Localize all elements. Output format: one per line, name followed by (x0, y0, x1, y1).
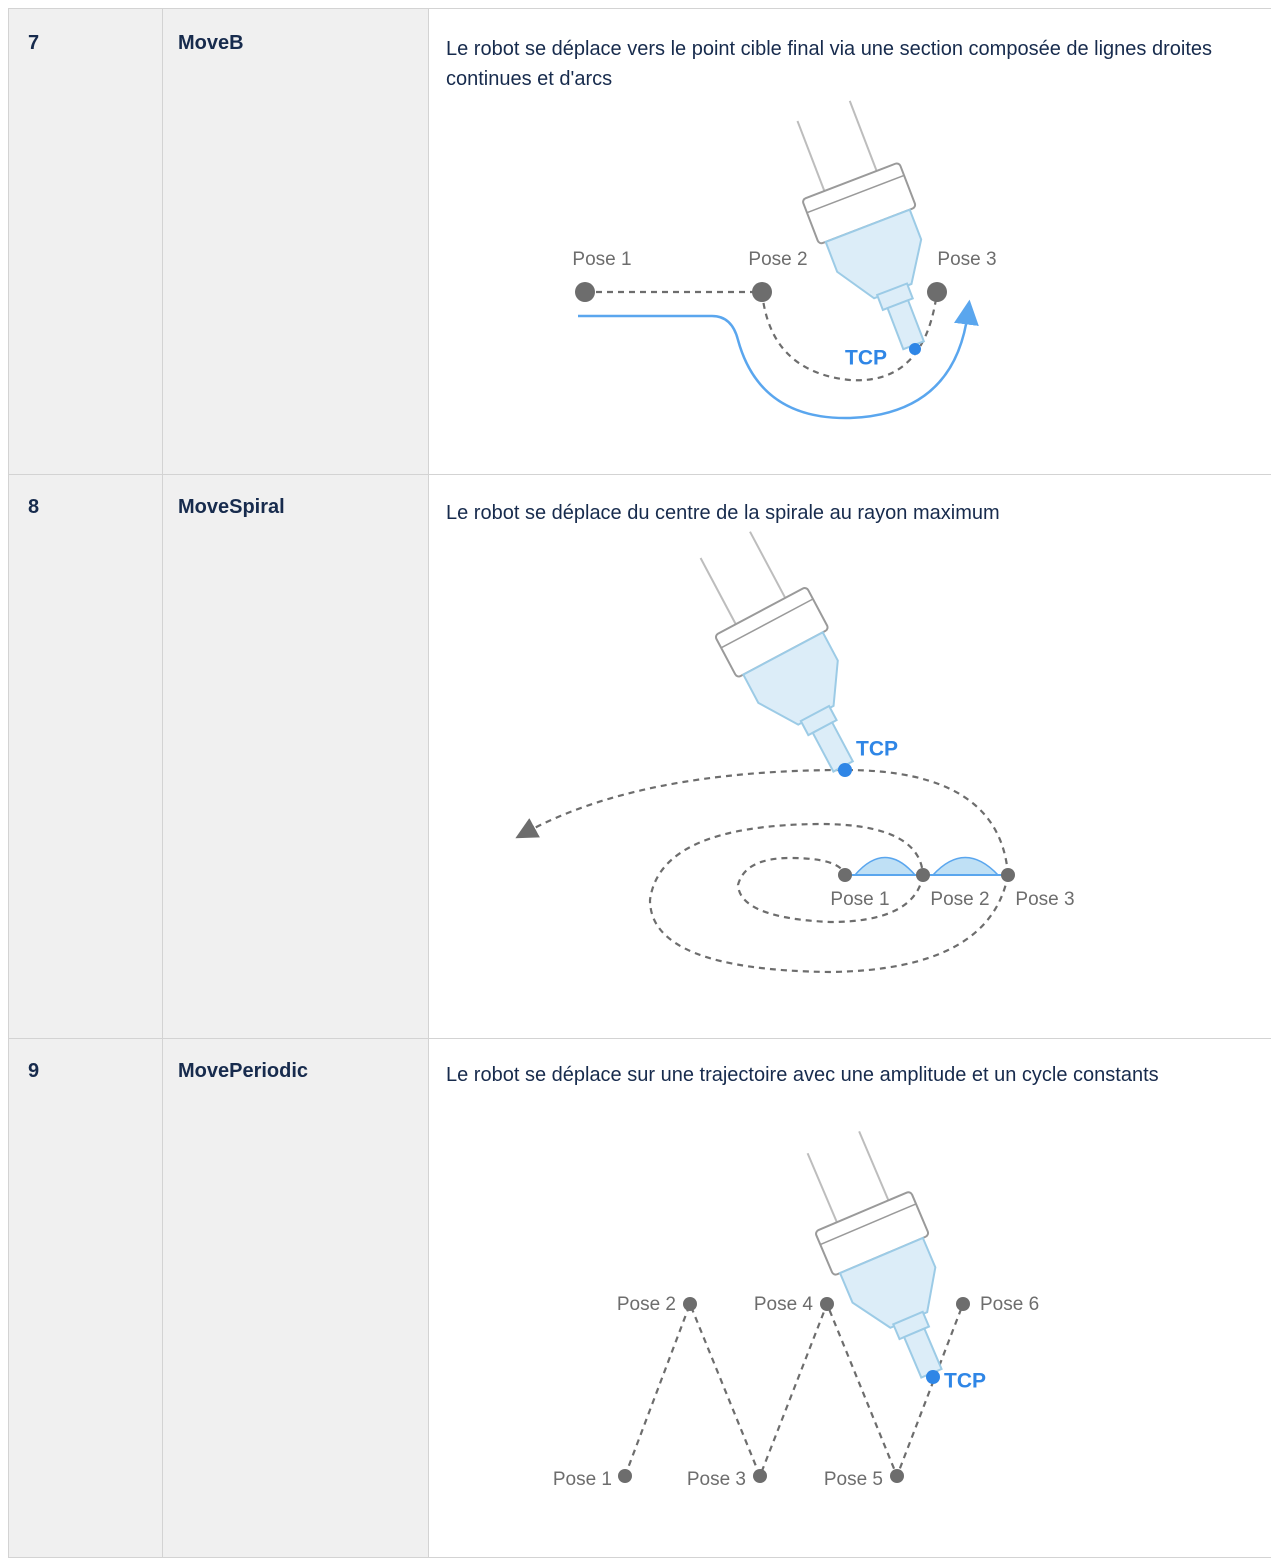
diagram-label: Pose 3 (1015, 889, 1074, 910)
cell (8, 474, 163, 1039)
diagram-label: Pose 1 (553, 1469, 612, 1490)
row-number: 8 (28, 496, 40, 518)
diagram-label: TCP (944, 1370, 986, 1393)
diagram-label: Pose 3 (687, 1469, 746, 1490)
row-number: 7 (28, 32, 40, 54)
diagram-label: Pose 2 (748, 249, 807, 270)
command-name: MoveB (178, 32, 244, 54)
command-name: MovePeriodic (178, 1060, 309, 1082)
row-number: 9 (28, 1060, 40, 1082)
description: Le robot se déplace sur une trajectoire … (446, 1064, 1159, 1086)
diagram-label: Pose 3 (937, 249, 996, 270)
cell (162, 8, 429, 475)
diagram-moveperiodic: Pose 2 Pose 4 Pose 6 TCP Pose 1 Pose 3 P… (553, 1120, 1039, 1490)
diagram-label: Pose 1 (572, 249, 631, 270)
description: Le robot se déplace du centre de la spir… (446, 502, 1000, 524)
diagram-moveb: Pose 1 Pose 2 Pose 3 TCP (572, 91, 997, 420)
diagram-label: Pose 1 (830, 889, 889, 910)
diagram-label: Pose 5 (824, 1469, 883, 1490)
command-name: MoveSpiral (178, 496, 285, 518)
cell (162, 1038, 429, 1558)
diagram-label: Pose 4 (754, 1294, 814, 1315)
description: Le robot se déplace vers le point cible … (446, 38, 1213, 90)
diagram-label: TCP (856, 738, 898, 761)
diagram-label: TCP (845, 347, 887, 370)
cell (8, 8, 163, 475)
diagram-label: Pose 6 (980, 1294, 1039, 1315)
diagram-movespiral: TCP Pose 1 Pose 2 Pose 3 (515, 519, 1075, 974)
diagram-label: Pose 2 (617, 1294, 676, 1315)
diagram-label: Pose 2 (930, 889, 989, 910)
